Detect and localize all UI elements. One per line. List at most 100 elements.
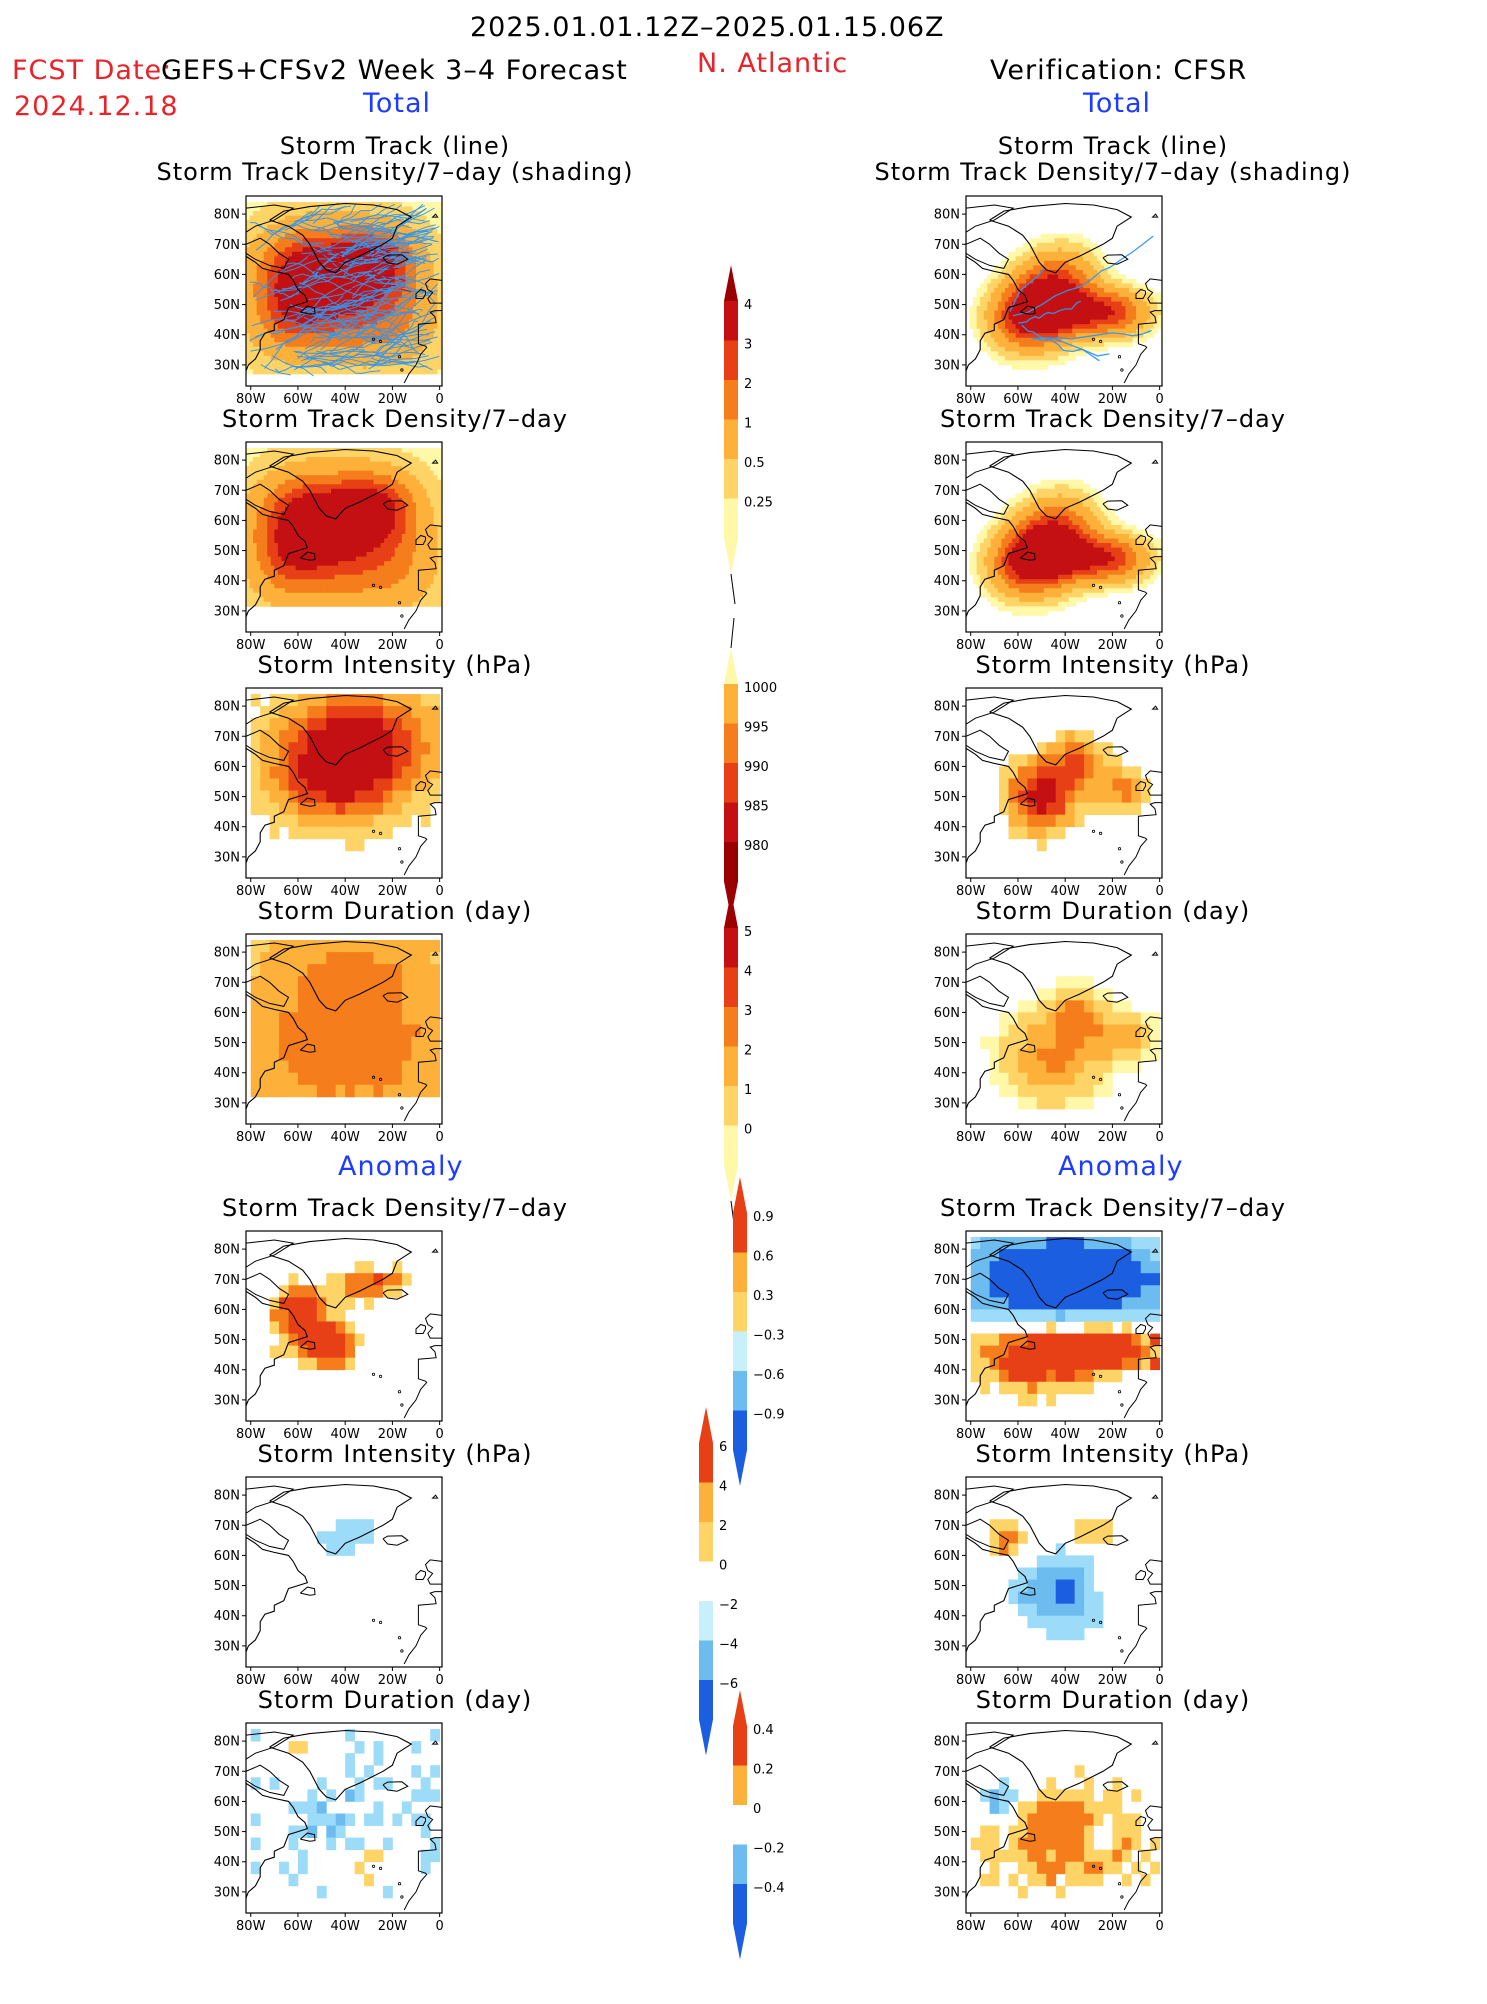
field-cell	[434, 342, 438, 347]
field-cell	[278, 502, 282, 507]
field-cell	[412, 202, 416, 207]
field-cell	[405, 453, 409, 458]
field-cell	[366, 211, 370, 216]
field-cell	[1090, 315, 1094, 320]
field-cell	[335, 457, 339, 462]
field-cell	[292, 489, 296, 494]
field-cell	[1051, 302, 1055, 307]
field-cell	[257, 489, 261, 494]
field-cell	[1094, 261, 1098, 266]
field-cell	[987, 338, 991, 343]
field-cell	[338, 498, 342, 503]
field-cell	[1051, 356, 1055, 361]
field-cell	[405, 315, 409, 320]
field-cell	[1016, 315, 1020, 320]
field-cell	[313, 261, 317, 266]
field-cell	[1101, 302, 1105, 307]
field-cell	[317, 229, 321, 234]
field-cell	[423, 489, 427, 494]
field-cell	[278, 333, 282, 338]
field-cell	[391, 557, 395, 562]
field-cell	[374, 462, 378, 467]
field-cell	[991, 342, 995, 347]
field-cell	[1115, 302, 1119, 307]
field-cell	[1125, 293, 1129, 298]
field-cell	[374, 561, 378, 566]
field-cell	[427, 489, 431, 494]
field-cell	[1037, 297, 1041, 302]
field-cell	[1094, 342, 1098, 347]
field-cell	[1044, 342, 1048, 347]
field-cell	[345, 534, 349, 539]
field-cell	[377, 480, 381, 485]
field-cell	[434, 329, 438, 334]
field-cell	[327, 283, 331, 288]
field-cell	[1065, 265, 1069, 270]
field-cell	[1062, 297, 1066, 302]
field-cell	[427, 369, 431, 374]
field-cell	[1040, 297, 1044, 302]
field-cell	[310, 498, 314, 503]
field-cell	[281, 356, 285, 361]
field-cell	[370, 480, 374, 485]
field-cell	[253, 243, 257, 248]
field-cell	[1104, 302, 1108, 307]
field-cell	[1062, 333, 1066, 338]
field-cell	[1086, 293, 1090, 298]
field-cell	[310, 471, 314, 476]
field-cell	[310, 293, 314, 298]
field-cell	[306, 466, 310, 471]
field-cell	[1026, 265, 1030, 270]
field-cell	[1055, 274, 1059, 279]
field-cell	[1023, 243, 1027, 248]
field-cell	[994, 351, 998, 356]
field-cell	[416, 507, 420, 512]
field-cell	[257, 315, 261, 320]
field-cell	[359, 557, 363, 562]
field-cell	[405, 480, 409, 485]
field-cell	[395, 466, 399, 471]
field-cell	[1115, 274, 1119, 279]
field-cell	[1150, 320, 1154, 325]
field-cell	[1047, 243, 1051, 248]
field-cell	[324, 234, 328, 239]
field-cell	[335, 548, 339, 553]
field-cell	[342, 561, 346, 566]
field-cell	[391, 498, 395, 503]
field-cell	[289, 351, 293, 356]
field-cell	[338, 516, 342, 521]
field-cell	[271, 507, 275, 512]
field-cell	[356, 520, 360, 525]
field-cell	[253, 480, 257, 485]
field-cell	[366, 511, 370, 516]
field-cell	[1083, 270, 1087, 275]
field-cell	[1033, 365, 1037, 370]
field-cell	[1104, 297, 1108, 302]
field-cell	[437, 471, 441, 476]
field-cell	[352, 457, 356, 462]
field-cell	[1122, 311, 1126, 316]
field-cell	[320, 534, 324, 539]
field-cell	[310, 462, 314, 467]
field-cell	[327, 493, 331, 498]
field-cell	[1026, 274, 1030, 279]
field-cell	[423, 502, 427, 507]
field-cell	[352, 557, 356, 562]
field-cell	[423, 216, 427, 221]
field-cell	[1125, 324, 1129, 329]
field-cell	[1030, 270, 1034, 275]
field-cell	[310, 360, 314, 365]
field-cell	[412, 493, 416, 498]
field-cell	[427, 324, 431, 329]
field-cell	[1125, 329, 1129, 334]
field-cell	[1047, 342, 1051, 347]
field-cell	[430, 320, 434, 325]
field-cell	[1132, 329, 1136, 334]
field-cell	[289, 243, 293, 248]
field-cell	[253, 457, 257, 462]
field-cell	[264, 338, 268, 343]
field-cell	[342, 548, 346, 553]
field-cell	[984, 306, 988, 311]
field-cell	[363, 561, 367, 566]
field-cell	[327, 484, 331, 489]
